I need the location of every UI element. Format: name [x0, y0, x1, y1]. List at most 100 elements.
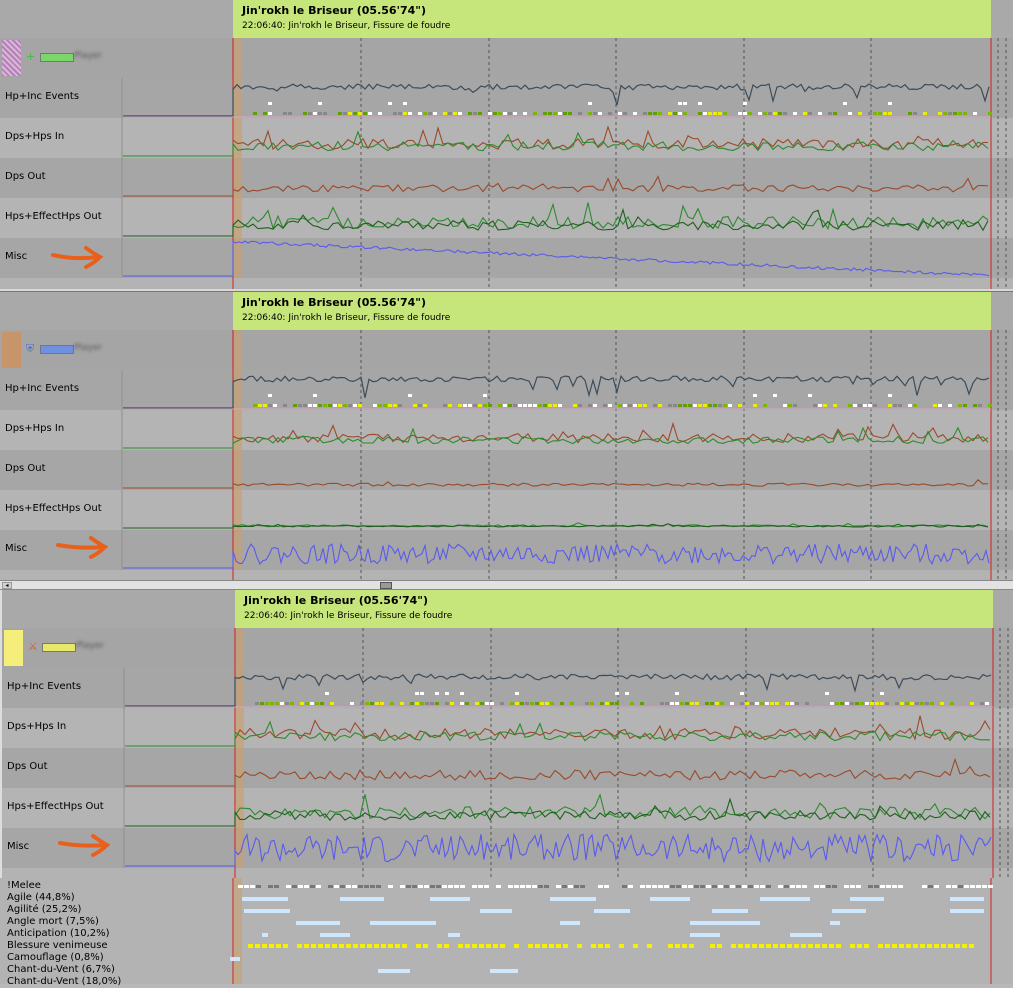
event-mark	[743, 102, 747, 105]
row-misc[interactable]: Misc	[0, 238, 1013, 278]
title-right-blank	[991, 0, 1013, 38]
buff-bar	[412, 885, 417, 888]
encounter-title-bar[interactable]: Jin'rokh le Briseur (05.56'74") 22:06:40…	[235, 590, 993, 628]
buff-row[interactable]: Chant-du-Vent (6,7%)	[0, 964, 1013, 976]
event-mark	[885, 702, 889, 705]
event-mark	[435, 702, 439, 705]
row-dps-hps-in[interactable]: Dps+Hps In	[2, 708, 1013, 748]
horizontal-scrollbar[interactable]: ◂	[0, 580, 1013, 590]
row-hps-effect-out[interactable]: Hps+EffectHps Out	[0, 490, 1013, 530]
event-mark	[598, 112, 602, 115]
buff-bar	[731, 944, 736, 948]
buff-bar	[255, 944, 260, 948]
row-dps-hps-in[interactable]: Dps+Hps In	[0, 410, 1013, 450]
buff-bar	[832, 909, 866, 913]
event-mark	[448, 404, 452, 407]
row-dps-out[interactable]: Dps Out	[2, 748, 1013, 788]
buff-bar	[675, 944, 680, 948]
event-mark	[393, 112, 397, 115]
buff-row[interactable]: !Melee	[0, 880, 1013, 892]
event-mark	[888, 404, 892, 407]
row-label: Hps+EffectHps Out	[5, 211, 102, 222]
event-mark	[493, 112, 497, 115]
player-row[interactable]: ⛨ Player	[0, 330, 1013, 370]
player-row[interactable]: + Player	[0, 38, 1013, 78]
hp-line	[123, 374, 990, 409]
event-mark	[338, 404, 342, 407]
row-misc[interactable]: Misc	[2, 828, 1013, 868]
row-label: Hp+Inc Events	[7, 681, 82, 692]
event-mark	[380, 702, 384, 705]
buff-bar	[898, 885, 903, 888]
row-hps-effect-out[interactable]: Hps+EffectHps Out	[0, 198, 1013, 238]
buff-bar	[458, 944, 463, 948]
player-class-swatch	[4, 630, 23, 666]
event-mark	[298, 404, 302, 407]
scroll-left-arrow-icon[interactable]: ◂	[2, 582, 12, 589]
buff-row[interactable]: Anticipation (10,2%)	[0, 928, 1013, 940]
buff-bar	[730, 885, 735, 888]
event-mark	[633, 404, 637, 407]
buff-bar	[283, 944, 288, 948]
buff-row[interactable]: Camouflage (0,8%)	[0, 952, 1013, 964]
buff-row[interactable]: Blessure venimeuse	[0, 940, 1013, 952]
player-class-swatch	[2, 40, 21, 76]
sword-icon: ⚔	[28, 640, 38, 653]
panel-2-plot	[121, 330, 1007, 580]
event-mark	[900, 702, 904, 705]
buff-bar	[796, 885, 801, 888]
event-mark	[660, 702, 664, 705]
buff-bar	[619, 944, 624, 948]
event-mark	[683, 112, 687, 115]
event-mark	[485, 702, 489, 705]
player-name: Player	[74, 343, 103, 353]
event-mark	[403, 112, 407, 115]
buff-label: Chant-du-Vent (6,7%)	[7, 964, 115, 975]
buff-bar	[388, 944, 393, 948]
event-mark	[785, 702, 789, 705]
buff-bar	[230, 957, 240, 961]
row-dps-out[interactable]: Dps Out	[0, 158, 1013, 198]
scrollbar-thumb[interactable]	[380, 582, 392, 589]
buff-row[interactable]: Chant-du-Vent (18,0%)	[0, 976, 1013, 988]
buff-row[interactable]: Agilité (25,2%)	[0, 904, 1013, 916]
row-dps-hps-in[interactable]: Dps+Hps In	[0, 118, 1013, 158]
buff-bar	[850, 897, 884, 901]
buff-bar	[346, 885, 351, 888]
buff-row[interactable]: Agile (44,8%)	[0, 892, 1013, 904]
encounter-title-bar[interactable]: Jin'rokh le Briseur (05.56'74") 22:06:40…	[233, 292, 991, 330]
event-mark	[988, 112, 992, 115]
effect-hps-out-line	[123, 523, 989, 529]
buff-bar	[484, 885, 489, 888]
buff-bar	[778, 885, 783, 888]
event-mark	[420, 702, 424, 705]
event-mark	[510, 702, 514, 705]
event-mark	[303, 112, 307, 115]
encounter-title-bar[interactable]: Jin'rokh le Briseur (05.56'74") 22:06:40…	[233, 0, 991, 38]
event-mark	[920, 702, 924, 705]
event-mark	[678, 404, 682, 407]
event-mark	[280, 702, 284, 705]
buff-bar	[346, 944, 351, 948]
event-mark	[855, 702, 859, 705]
buff-bar	[773, 944, 778, 948]
row-dps-out[interactable]: Dps Out	[0, 450, 1013, 490]
event-mark	[950, 702, 954, 705]
dps-out-line	[123, 175, 989, 197]
buff-bar	[514, 944, 519, 948]
event-mark	[323, 404, 327, 407]
event-mark	[403, 102, 407, 105]
event-mark	[265, 702, 269, 705]
event-mark	[338, 112, 342, 115]
buff-row[interactable]: Angle mort (7,5%)	[0, 916, 1013, 928]
event-mark	[260, 702, 264, 705]
player-row[interactable]: ⚔ Player	[2, 628, 1013, 668]
row-hp-inc-events[interactable]: Hp+Inc Events	[2, 668, 1013, 708]
event-mark	[745, 702, 749, 705]
buff-bar	[760, 897, 810, 901]
event-mark	[270, 702, 274, 705]
row-label: Dps Out	[5, 463, 46, 474]
start-band	[234, 330, 242, 570]
event-mark	[523, 112, 527, 115]
buff-bar	[694, 885, 699, 888]
